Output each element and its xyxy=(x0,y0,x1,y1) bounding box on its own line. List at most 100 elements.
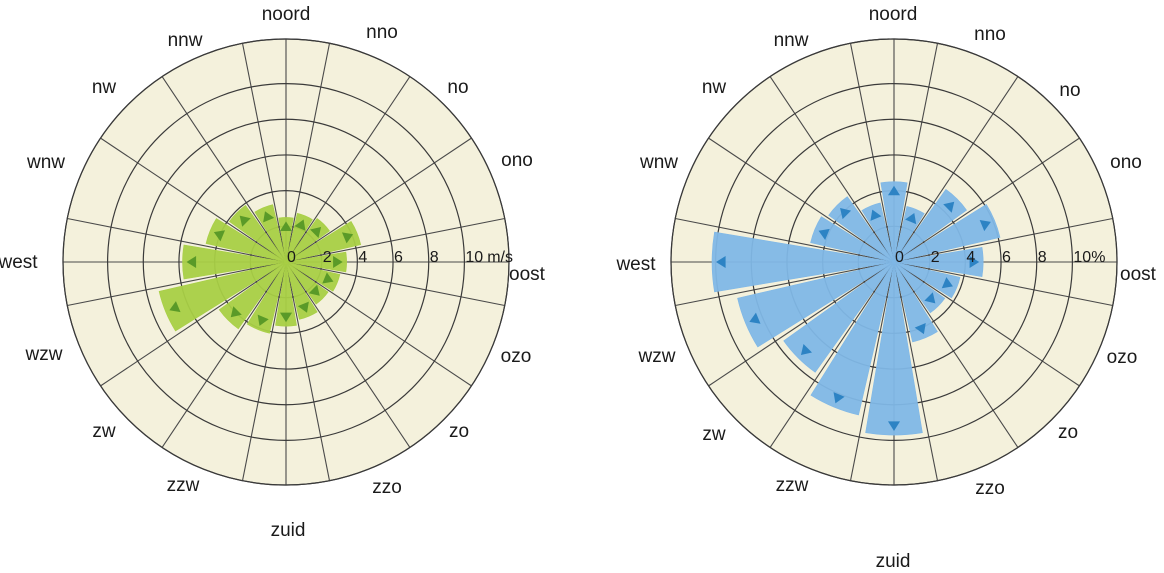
direction-label-noord: noord xyxy=(262,4,311,25)
sector-marker-no xyxy=(310,226,322,238)
sector-marker-zo xyxy=(924,292,936,304)
sector-spoke xyxy=(285,76,411,263)
sector-marker-oost xyxy=(969,256,980,268)
sector-ono xyxy=(893,203,1001,263)
direction-label-wzw: wzw xyxy=(25,344,63,365)
sector-nnw xyxy=(254,204,287,263)
sector-spoke xyxy=(100,261,287,387)
direction-label-ozo: ozo xyxy=(501,346,532,367)
sector-ono xyxy=(285,220,362,263)
sector-marker-ono xyxy=(979,220,991,232)
sector-west xyxy=(182,244,287,280)
sector-wnw xyxy=(810,216,895,263)
sector-spoke xyxy=(161,261,287,448)
grid-ring xyxy=(142,118,430,406)
direction-label-zo: zo xyxy=(1058,422,1078,443)
sector-spoke xyxy=(285,217,505,263)
sector-marker-nno xyxy=(294,219,306,231)
sector-spoke xyxy=(893,261,1080,387)
direction-label-nw: nw xyxy=(92,77,117,98)
direction-label-zw: zw xyxy=(702,424,726,445)
ring-tick-label: 10% xyxy=(1073,249,1105,266)
sector-spoke xyxy=(893,76,1019,263)
direction-label-wnw: wnw xyxy=(639,152,678,173)
windrose-speed-chart: 0 2 4 6 8 10 m/s noord nno no ono oost ozo zo zzo zuid z… xyxy=(0,4,546,541)
grid-ring xyxy=(178,154,394,370)
sector-noord xyxy=(880,181,908,263)
direction-label-west: west xyxy=(0,252,38,273)
sector-spoke xyxy=(100,137,287,263)
direction-label-zo: zo xyxy=(449,421,469,442)
sector-marker-nno xyxy=(905,212,917,225)
sector-spoke xyxy=(708,261,895,387)
sector-spoke xyxy=(285,261,472,387)
grid-ring xyxy=(107,83,465,441)
sector-zw xyxy=(783,261,895,373)
sector-marker-nnw xyxy=(870,209,882,221)
sector-zzw xyxy=(810,261,895,416)
sector-marker-nnw xyxy=(263,211,275,223)
sector-marker-zzo xyxy=(297,301,309,313)
sector-spoke xyxy=(675,217,895,263)
direction-label-nno: nno xyxy=(366,22,398,43)
sector-zuid xyxy=(275,261,297,327)
direction-label-nnw: nnw xyxy=(774,30,809,51)
sector-spoke xyxy=(893,137,1080,263)
sector-spoke xyxy=(893,261,1113,307)
sector-marker-zuid xyxy=(280,312,292,323)
sector-wnw xyxy=(205,218,287,263)
sector-marker-noord xyxy=(280,221,292,231)
direction-label-zzw: zzw xyxy=(776,475,809,496)
direction-label-zuid: zuid xyxy=(271,520,306,541)
ring-tick-label: 10 m/s xyxy=(465,249,513,266)
direction-label-west: west xyxy=(615,254,656,275)
sector-marker-west xyxy=(716,256,726,268)
sector-marker-ozo xyxy=(941,277,953,289)
ring-tick-label: 8 xyxy=(1038,249,1047,266)
sector-spoke xyxy=(708,137,895,263)
sector-marker-ono xyxy=(341,232,354,244)
sector-spoke xyxy=(285,137,472,263)
direction-label-zzo: zzo xyxy=(975,478,1005,499)
sector-marker-nw xyxy=(840,208,852,220)
direction-label-zzw: zzw xyxy=(167,475,200,496)
ring-tick-label: 8 xyxy=(430,249,439,266)
sector-spoke xyxy=(161,76,287,263)
sector-spoke xyxy=(241,261,287,481)
direction-label-zzo: zzo xyxy=(372,477,402,498)
sector-spoke xyxy=(893,43,939,263)
direction-label-nno: nno xyxy=(974,24,1006,45)
ring-tick-label: 0 xyxy=(287,249,296,266)
direction-label-nw: nw xyxy=(702,77,727,98)
direction-label-wzw: wzw xyxy=(638,346,676,367)
sector-ozo xyxy=(893,261,961,299)
rose-outer-rim-stroke xyxy=(670,38,1118,486)
direction-label-ono: ono xyxy=(1110,152,1142,173)
radial-unit-label: % xyxy=(1091,249,1105,266)
sector-marker-zw xyxy=(230,306,242,318)
rose-outer-rim-stroke xyxy=(62,38,510,486)
sector-spoke xyxy=(769,261,895,448)
sector-spoke xyxy=(849,261,895,481)
sector-spoke xyxy=(285,261,411,448)
sector-marker-zzw xyxy=(257,314,269,326)
sector-west xyxy=(711,231,895,293)
sector-marker-wzw xyxy=(749,312,761,324)
sector-nno xyxy=(285,212,313,263)
sector-wzw xyxy=(158,261,287,332)
sector-wzw xyxy=(737,261,895,348)
ring-tick-label: 2 xyxy=(323,249,332,266)
sector-marker-wnw xyxy=(818,228,830,241)
ring-tick-label: 0 xyxy=(895,249,904,266)
direction-label-zw: zw xyxy=(92,421,116,442)
sector-marker-zo xyxy=(308,284,320,296)
sector-spoke xyxy=(893,217,1113,263)
sector-oost xyxy=(893,247,984,277)
sector-spoke xyxy=(849,43,895,263)
sector-spoke xyxy=(67,261,287,307)
windrose-frequency-chart: 0 2 4 6 8 10% noord nno no ono oost ozo zo zzo zuid zzw… xyxy=(615,4,1156,572)
sector-marker-zzw xyxy=(833,392,845,404)
sector-spoke xyxy=(893,261,1019,448)
direction-label-oost: oost xyxy=(509,264,546,285)
